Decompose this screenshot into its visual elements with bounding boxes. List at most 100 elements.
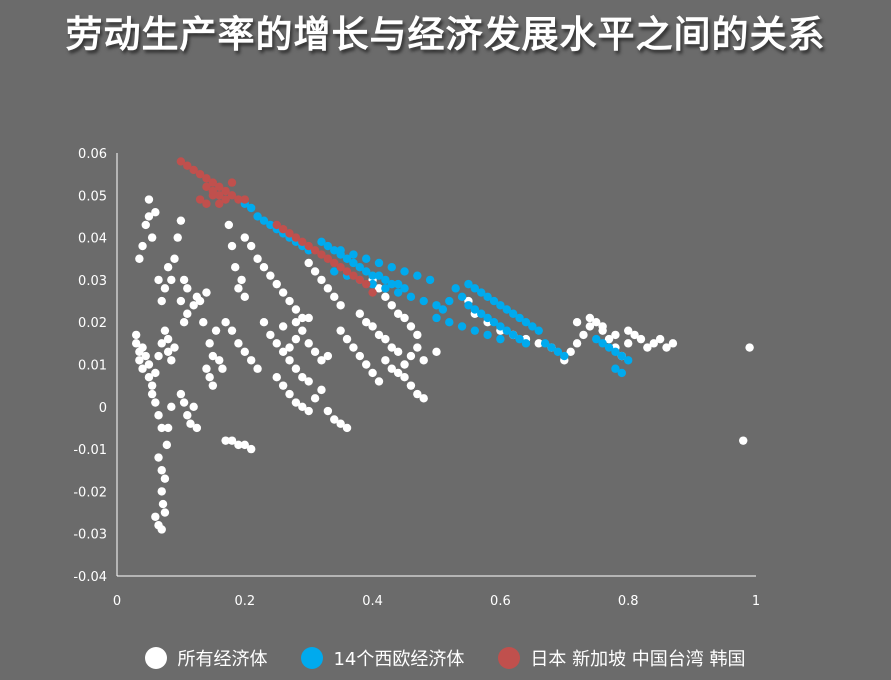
data-point: [157, 466, 166, 475]
data-point: [170, 254, 179, 263]
data-point: [483, 330, 492, 340]
data-point: [272, 372, 281, 382]
data-point: [624, 339, 633, 348]
data-point: [470, 284, 480, 293]
x-tick-label: 0.4: [362, 594, 383, 609]
data-point: [342, 423, 352, 433]
data-point: [374, 284, 384, 293]
data-point: [483, 313, 492, 323]
data-point: [144, 195, 154, 204]
legend-swatch-east-asia: [498, 647, 521, 669]
data-point: [400, 360, 409, 369]
data-point: [457, 292, 467, 302]
data-point: [234, 339, 243, 348]
data-point: [502, 326, 511, 335]
data-point: [400, 313, 409, 323]
data-point: [572, 318, 582, 327]
data-point: [419, 356, 428, 365]
data-point: [400, 372, 409, 382]
data-point: [234, 440, 243, 450]
x-tick-label: 0: [113, 594, 121, 609]
data-point: [202, 288, 211, 297]
data-point: [419, 296, 428, 306]
data-point: [151, 208, 160, 217]
data-point: [211, 326, 221, 335]
chart-title: 劳动生产率的增长与经济发展水平之间的关系: [65, 13, 826, 56]
data-point: [227, 436, 237, 445]
y-tick-label: -0.04: [73, 570, 107, 585]
data-point: [205, 372, 214, 382]
data-point: [374, 271, 384, 280]
data-point: [138, 241, 147, 251]
data-point: [298, 313, 307, 323]
y-tick-label: 0: [99, 401, 107, 416]
data-point: [387, 279, 396, 289]
data-point: [304, 406, 313, 416]
data-point: [176, 157, 186, 166]
data-point: [470, 305, 480, 314]
data-point: [202, 182, 211, 192]
data-point: [195, 296, 205, 306]
scatter-plot: 0.06 0.05 0.04 0.03 0.02 0.01 0 -0.01 -0.02 -0.03…: [73, 147, 760, 609]
data-point: [278, 224, 288, 234]
data-point: [162, 440, 172, 450]
data-point: [489, 318, 499, 327]
data-point: [355, 351, 365, 361]
data-point: [317, 385, 326, 395]
data-point: [336, 246, 345, 255]
data-point: [240, 292, 249, 302]
data-point: [237, 275, 246, 285]
data-point: [355, 309, 365, 318]
data-point: [227, 326, 237, 335]
data-point: [406, 381, 416, 390]
data-point: [141, 351, 150, 361]
data-point: [215, 199, 224, 208]
data-point: [253, 364, 262, 373]
x-tick-label: 0.6: [490, 594, 511, 609]
data-point: [477, 288, 486, 297]
data-point: [310, 246, 320, 255]
data-point: [362, 318, 371, 327]
data-point: [553, 347, 563, 357]
data-point: [585, 322, 595, 331]
data-point: [413, 389, 422, 399]
data-point: [336, 326, 345, 335]
data-point: [330, 415, 339, 424]
data-point: [151, 512, 160, 521]
data-point: [173, 233, 182, 242]
data-point: [160, 284, 170, 293]
data-point: [272, 279, 281, 289]
data-point: [445, 296, 454, 306]
data-point: [151, 398, 160, 407]
data-point: [368, 279, 377, 289]
data-point: [592, 334, 601, 344]
data-point: [624, 326, 633, 335]
data-point: [272, 339, 281, 348]
data-point: [393, 279, 403, 289]
data-point: [304, 339, 313, 348]
data-point: [157, 296, 166, 306]
data-point: [163, 263, 173, 272]
data-point: [368, 368, 377, 378]
data-point: [342, 254, 352, 263]
data-point: [227, 191, 237, 200]
data-point: [278, 288, 288, 297]
data-point: [266, 271, 275, 280]
data-point: [598, 339, 607, 348]
data-point: [406, 292, 416, 302]
data-point: [304, 377, 313, 386]
data-point: [310, 394, 320, 403]
data-point: [231, 263, 240, 272]
data-point: [179, 318, 189, 327]
data-point: [464, 279, 473, 289]
data-point: [745, 343, 754, 352]
data-point: [298, 237, 307, 247]
data-point: [215, 182, 224, 192]
legend-label-western-europe: 14个西欧经济体: [333, 649, 465, 670]
data-point: [534, 339, 543, 348]
data-point: [355, 275, 365, 285]
data-point: [278, 322, 288, 331]
data-point: [585, 313, 595, 323]
data-point: [240, 347, 249, 357]
axes: [116, 153, 756, 577]
